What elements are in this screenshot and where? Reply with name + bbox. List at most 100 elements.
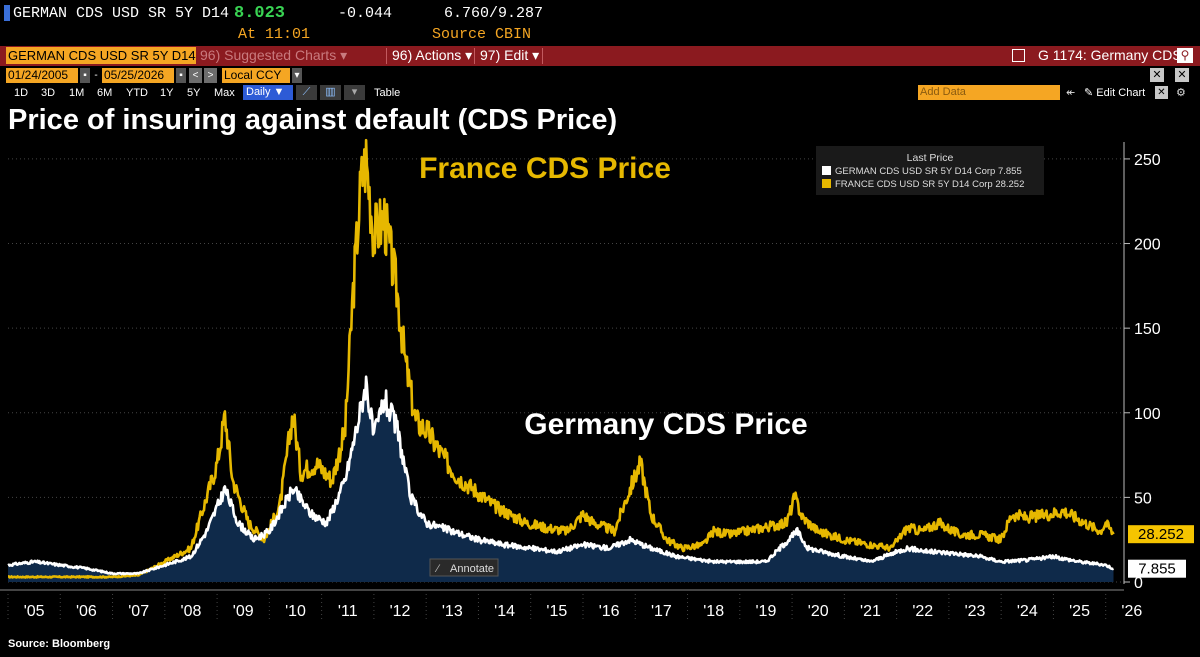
x-tick-label: '21 [860,603,881,620]
x-tick-label: '07 [128,603,149,620]
x-tick-label: '10 [285,603,306,620]
sort-icon[interactable]: ↞ [1066,87,1076,99]
x-tick-label: '20 [808,603,829,620]
chevron-down-icon[interactable]: ▾ [344,85,365,100]
x-tick-label: '15 [546,603,567,620]
command-toolbar: GERMAN CDS USD SR 5Y D14 Co 96) Suggeste… [0,46,1200,66]
close-icon[interactable]: ✕ [1155,86,1168,99]
divider [474,48,475,64]
germany-last-value: 7.855 [1138,561,1176,578]
chart-id-label: G 1174: Germany CDS [1038,47,1182,63]
ticker-label: GERMAN CDS USD SR 5Y D14 [13,5,230,22]
x-tick-label: '05 [24,603,45,620]
y-tick-label: 200 [1134,237,1161,254]
divider [542,48,543,64]
x-tick-label: '24 [1017,603,1038,620]
x-tick-label: '13 [442,603,463,620]
ticker-field[interactable]: GERMAN CDS USD SR 5Y D14 Co [6,47,196,64]
france-last-value: 28.252 [1138,526,1184,543]
add-data-input[interactable]: Add Data [918,85,1060,100]
date-separator: - [92,68,100,83]
frequency-select[interactable]: Daily ▼ [243,85,293,100]
annotate-button[interactable]: ∕ Annotate [429,558,499,577]
divider [386,48,387,64]
period-6m[interactable]: 6M [97,87,113,99]
x-tick-label: '26 [1121,603,1142,620]
y-tick-label: 150 [1134,321,1161,338]
y-axis: 0 50 100 150 200 250 [1123,142,1161,592]
line-chart-icon[interactable]: ⟋ [296,85,317,100]
germany-area [8,376,1114,582]
search-icon[interactable]: ⚲ [1177,48,1193,63]
germany-annotation: Germany CDS Price [524,408,807,441]
period-1d[interactable]: 1D [14,87,29,99]
actions-menu[interactable]: 96) Actions ▾ [392,47,473,63]
legend: Last Price GERMAN CDS USD SR 5Y D14 Corp… [816,146,1044,195]
quote-header: GERMAN CDS USD SR 5Y D14 8.023 -0.044 6.… [0,0,1200,46]
germany-last-badge [1128,559,1186,578]
chart-title: Price of insuring against default (CDS P… [8,104,618,136]
x-tick-label: '08 [181,603,202,620]
calendar-icon[interactable]: ▪ [80,68,90,83]
gear-icon[interactable]: ⚙ [1176,87,1186,99]
period-bar: 1D 3D 1M 6M YTD 1Y 5Y Max Daily ▼ ⟋ ▥ ▾ … [0,85,1200,101]
table-button[interactable]: Table [374,87,401,99]
x-tick-label: '06 [76,603,97,620]
period-5y[interactable]: 5Y [187,87,201,99]
x-tick-label: '22 [912,603,933,620]
period-ytd[interactable]: YTD [126,87,148,99]
prev-icon[interactable]: < [189,68,202,83]
annotate-label: Annotate [450,563,494,575]
x-tick-label: '23 [965,603,986,620]
x-tick-label: '18 [703,603,724,620]
legend-box [816,146,1044,195]
end-date-field[interactable]: 05/25/2026 [102,68,174,83]
france-last-badge [1128,525,1194,544]
bar-chart-icon[interactable]: ▥ [320,85,341,100]
external-link-icon[interactable] [1012,49,1025,62]
suggested-charts-menu[interactable]: 96) Suggested Charts ▾ [200,47,348,63]
x-tick-label: '19 [756,603,777,620]
close-icon[interactable]: ✕ [1150,68,1164,82]
france-annotation: France CDS Price [419,152,671,185]
period-1m[interactable]: 1M [69,87,85,99]
x-tick-label: '25 [1069,603,1090,620]
legend-title: Last Price [907,152,954,164]
security-marker-icon [4,5,10,21]
calendar-icon[interactable]: ▪ [176,68,186,83]
date-range-bar: 01/24/2005 ▪ - 05/25/2026 ▪ < > Local CC… [0,68,1200,84]
edit-chart-button[interactable]: ✎ Edit Chart [1084,87,1146,99]
x-tick-label: '17 [651,603,672,620]
edit-menu[interactable]: 97) Edit ▾ [480,47,540,63]
range-value: 6.760/9.287 [444,5,544,22]
legend-swatch-germany [822,166,831,175]
source-note: Source: Bloomberg [8,638,111,650]
y-tick-label: 250 [1134,152,1161,169]
close-icon[interactable]: ✕ [1175,68,1189,82]
last-value: 8.023 [234,4,286,23]
germany-series-line [7,375,1114,576]
start-date-field[interactable]: 01/24/2005 [6,68,78,83]
next-icon[interactable]: > [204,68,217,83]
change-value: -0.044 [338,5,393,22]
time-label: At 11:01 [238,26,311,43]
y-tick-label: 50 [1134,490,1152,507]
chevron-down-icon[interactable]: ▾ [292,68,302,83]
period-max[interactable]: Max [214,87,235,99]
x-tick-label: '14 [494,603,515,620]
x-tick-label: '12 [390,603,411,620]
x-tick-label: '09 [233,603,254,620]
legend-entry-germany: GERMAN CDS USD SR 5Y D14 Corp 7.855 [835,166,1022,177]
pencil-icon: ∕ [434,563,441,575]
source-label: Source CBIN [432,26,532,43]
x-tick-label: '11 [338,603,358,620]
cds-chart: 0 50 100 150 200 250 '05 '06 '07 '08 '09 '10 '11 '12… [0,138,1200,636]
x-axis: '05 '06 '07 '08 '09 '10 '11 '12 '13 '14 '15 '16 '17 '… [0,589,1142,622]
legend-entry-france: FRANCE CDS USD SR 5Y D14 Corp 28.252 [835,179,1024,190]
currency-select[interactable]: Local CCY [222,68,290,83]
period-3d[interactable]: 3D [41,87,56,99]
x-tick-label: '16 [599,603,620,620]
france-series-line [7,138,1115,579]
y-tick-label: 100 [1134,406,1161,423]
period-1y[interactable]: 1Y [160,87,174,99]
